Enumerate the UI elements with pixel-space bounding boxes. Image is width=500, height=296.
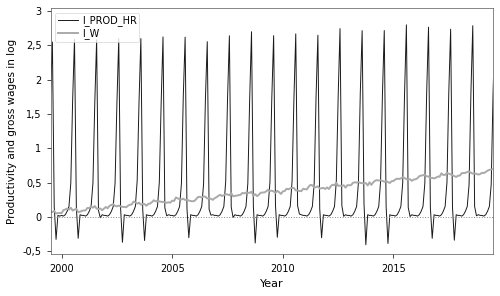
l_W bbox=[175, 197, 181, 200]
Line: l_W: l_W bbox=[40, 169, 500, 214]
l_PROD_HR bbox=[404, 23, 409, 27]
Legend: l_PROD_HR, l_W: l_PROD_HR, l_W bbox=[56, 13, 140, 42]
l_W bbox=[488, 168, 494, 171]
Y-axis label: Productivity and gross wages in log: Productivity and gross wages in log bbox=[7, 38, 17, 224]
l_PROD_HR bbox=[407, 215, 413, 218]
l_W bbox=[404, 177, 409, 181]
l_W bbox=[46, 211, 52, 214]
l_PROD_HR bbox=[332, 205, 338, 208]
X-axis label: Year: Year bbox=[260, 279, 283, 289]
l_PROD_HR bbox=[363, 243, 369, 247]
l_PROD_HR bbox=[492, 25, 498, 28]
l_W bbox=[332, 184, 338, 187]
l_W bbox=[36, 212, 43, 216]
l_PROD_HR bbox=[361, 202, 367, 205]
l_PROD_HR bbox=[36, 136, 43, 140]
Line: l_PROD_HR: l_PROD_HR bbox=[40, 25, 500, 245]
l_PROD_HR bbox=[175, 210, 181, 213]
l_W bbox=[361, 182, 367, 185]
l_W bbox=[490, 167, 496, 171]
l_PROD_HR bbox=[46, 177, 52, 181]
